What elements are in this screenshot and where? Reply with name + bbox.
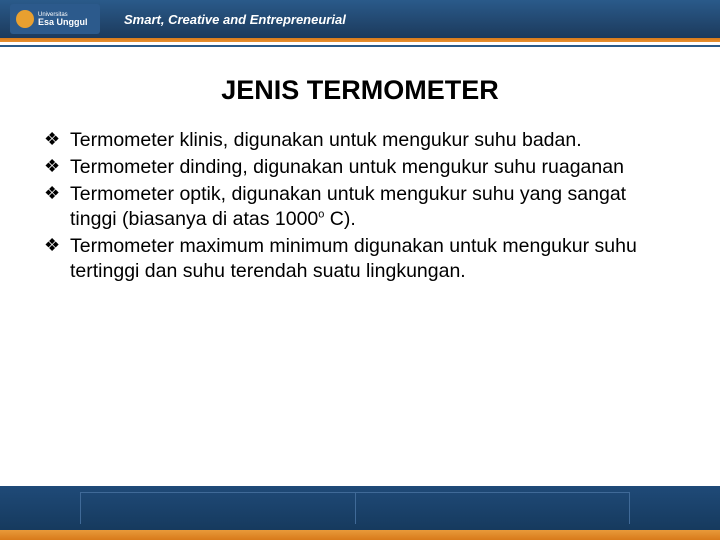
slide-content: JENIS TERMOMETER Termometer klinis, digu… xyxy=(0,47,720,284)
footer-bar xyxy=(0,486,720,530)
list-item: Termometer maximum minimum digunakan unt… xyxy=(44,234,676,284)
logo: Universitas Esa Unggul xyxy=(10,4,100,34)
header-divider-orange xyxy=(0,38,720,42)
bullet-list: Termometer klinis, digunakan untuk mengu… xyxy=(44,128,676,284)
footer-accent xyxy=(0,530,720,540)
logo-icon xyxy=(16,10,34,28)
list-item: Termometer optik, digunakan untuk menguk… xyxy=(44,182,676,232)
list-item: Termometer dinding, digunakan untuk meng… xyxy=(44,155,676,180)
logo-title: Esa Unggul xyxy=(38,17,88,27)
header-bar: Universitas Esa Unggul Smart, Creative a… xyxy=(0,0,720,38)
footer xyxy=(0,486,720,540)
slide-title: JENIS TERMOMETER xyxy=(44,75,676,106)
list-item: Termometer klinis, digunakan untuk mengu… xyxy=(44,128,676,153)
logo-text: Universitas Esa Unggul xyxy=(38,12,88,27)
tagline: Smart, Creative and Entrepreneurial xyxy=(124,12,346,27)
footer-table-frame xyxy=(80,492,630,524)
